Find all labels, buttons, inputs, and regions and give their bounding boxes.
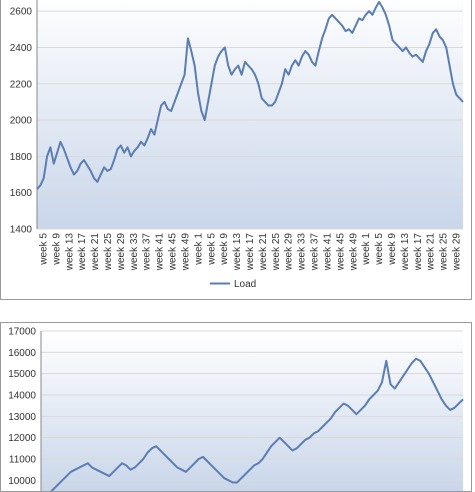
x-tick-label: week 45 bbox=[168, 233, 179, 272]
x-tick-label: week 13 bbox=[400, 233, 411, 272]
y-tick-label: 15000 bbox=[8, 369, 36, 380]
x-tick-label: week 29 bbox=[452, 233, 463, 272]
x-tick-label: week 25 bbox=[103, 233, 114, 272]
y-tick-label: 2200 bbox=[10, 79, 33, 90]
x-tick-label: week 9 bbox=[51, 233, 62, 266]
x-tick-label: week 21 bbox=[90, 233, 101, 272]
x-tick-label: week 29 bbox=[284, 233, 295, 272]
x-tick-label: week 21 bbox=[258, 233, 269, 272]
y-tick-label: 12000 bbox=[8, 433, 36, 444]
x-tick-label: week 5 bbox=[38, 233, 49, 266]
second-chart: 10000 11000 12000 13000 14000 15000 16000 17000 bbox=[8, 327, 464, 491]
x-tick-label: week 49 bbox=[180, 233, 191, 272]
x-tick-label: week 33 bbox=[129, 233, 140, 272]
x-tick-label: week 45 bbox=[335, 233, 346, 272]
x-tick-label: week 25 bbox=[271, 233, 282, 272]
y-tick-label: 13000 bbox=[8, 412, 36, 423]
x-tick-label: week 9 bbox=[219, 233, 230, 266]
series-line bbox=[50, 357, 464, 491]
series-line bbox=[36, 1, 464, 190]
x-tick-label: week 9 bbox=[387, 233, 398, 266]
x-tick-label: week 21 bbox=[426, 233, 437, 272]
y-tick-label: 14000 bbox=[8, 391, 36, 402]
y-tick-label: 1800 bbox=[10, 152, 33, 163]
x-tick-label: week 41 bbox=[322, 233, 333, 272]
y-tick-label: 2600 bbox=[10, 7, 33, 18]
plot-area bbox=[41, 331, 463, 491]
legend-label: Load bbox=[234, 279, 256, 290]
plot-area bbox=[37, 0, 463, 229]
x-tick-label: week 25 bbox=[439, 233, 450, 272]
y-tick-label: 1400 bbox=[10, 225, 33, 236]
x-tick-label: week 13 bbox=[64, 233, 75, 272]
x-tick-label: week 5 bbox=[206, 233, 217, 266]
y-tick-label: 16000 bbox=[8, 348, 36, 359]
load-chart-panel: 1400 1600 1800 2000 2200 2400 2600 week 5 week 9… bbox=[0, 0, 472, 300]
x-tick-label: week 13 bbox=[232, 233, 243, 272]
y-tick-label: 2000 bbox=[10, 116, 33, 127]
x-tick-label: week 1 bbox=[361, 233, 372, 266]
x-tick-label: week 5 bbox=[374, 233, 385, 266]
y-tick-label: 11000 bbox=[9, 455, 37, 466]
x-tick-label: week 17 bbox=[413, 233, 424, 272]
x-tick-label: week 41 bbox=[155, 233, 166, 272]
x-tick-label: week 29 bbox=[116, 233, 127, 272]
x-tick-label: week 17 bbox=[245, 233, 256, 272]
x-tick-label: week 49 bbox=[348, 233, 359, 272]
x-tick-label: week 1 bbox=[193, 233, 204, 266]
y-tick-label: 2400 bbox=[10, 43, 33, 54]
y-tick-label: 10000 bbox=[8, 476, 36, 487]
y-tick-label: 17000 bbox=[8, 327, 36, 338]
x-tick-label: week 33 bbox=[297, 233, 308, 272]
y-tick-label: 1600 bbox=[10, 188, 33, 199]
x-tick-label: week 37 bbox=[142, 233, 153, 272]
second-chart-panel: 10000 11000 12000 13000 14000 15000 16000 17000 bbox=[0, 322, 472, 492]
x-tick-label: week 17 bbox=[77, 233, 88, 272]
x-tick-label: week 37 bbox=[310, 233, 321, 272]
